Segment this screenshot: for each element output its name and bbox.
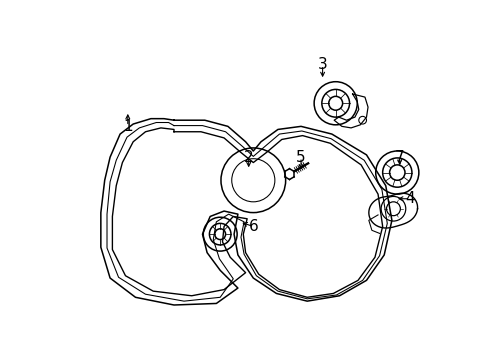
Text: 5: 5 — [296, 150, 305, 165]
Text: 4: 4 — [405, 191, 414, 206]
Text: 3: 3 — [317, 57, 327, 72]
Text: 7: 7 — [394, 150, 404, 165]
Text: 2: 2 — [244, 150, 253, 165]
Text: 6: 6 — [248, 219, 258, 234]
Text: 1: 1 — [123, 119, 132, 134]
